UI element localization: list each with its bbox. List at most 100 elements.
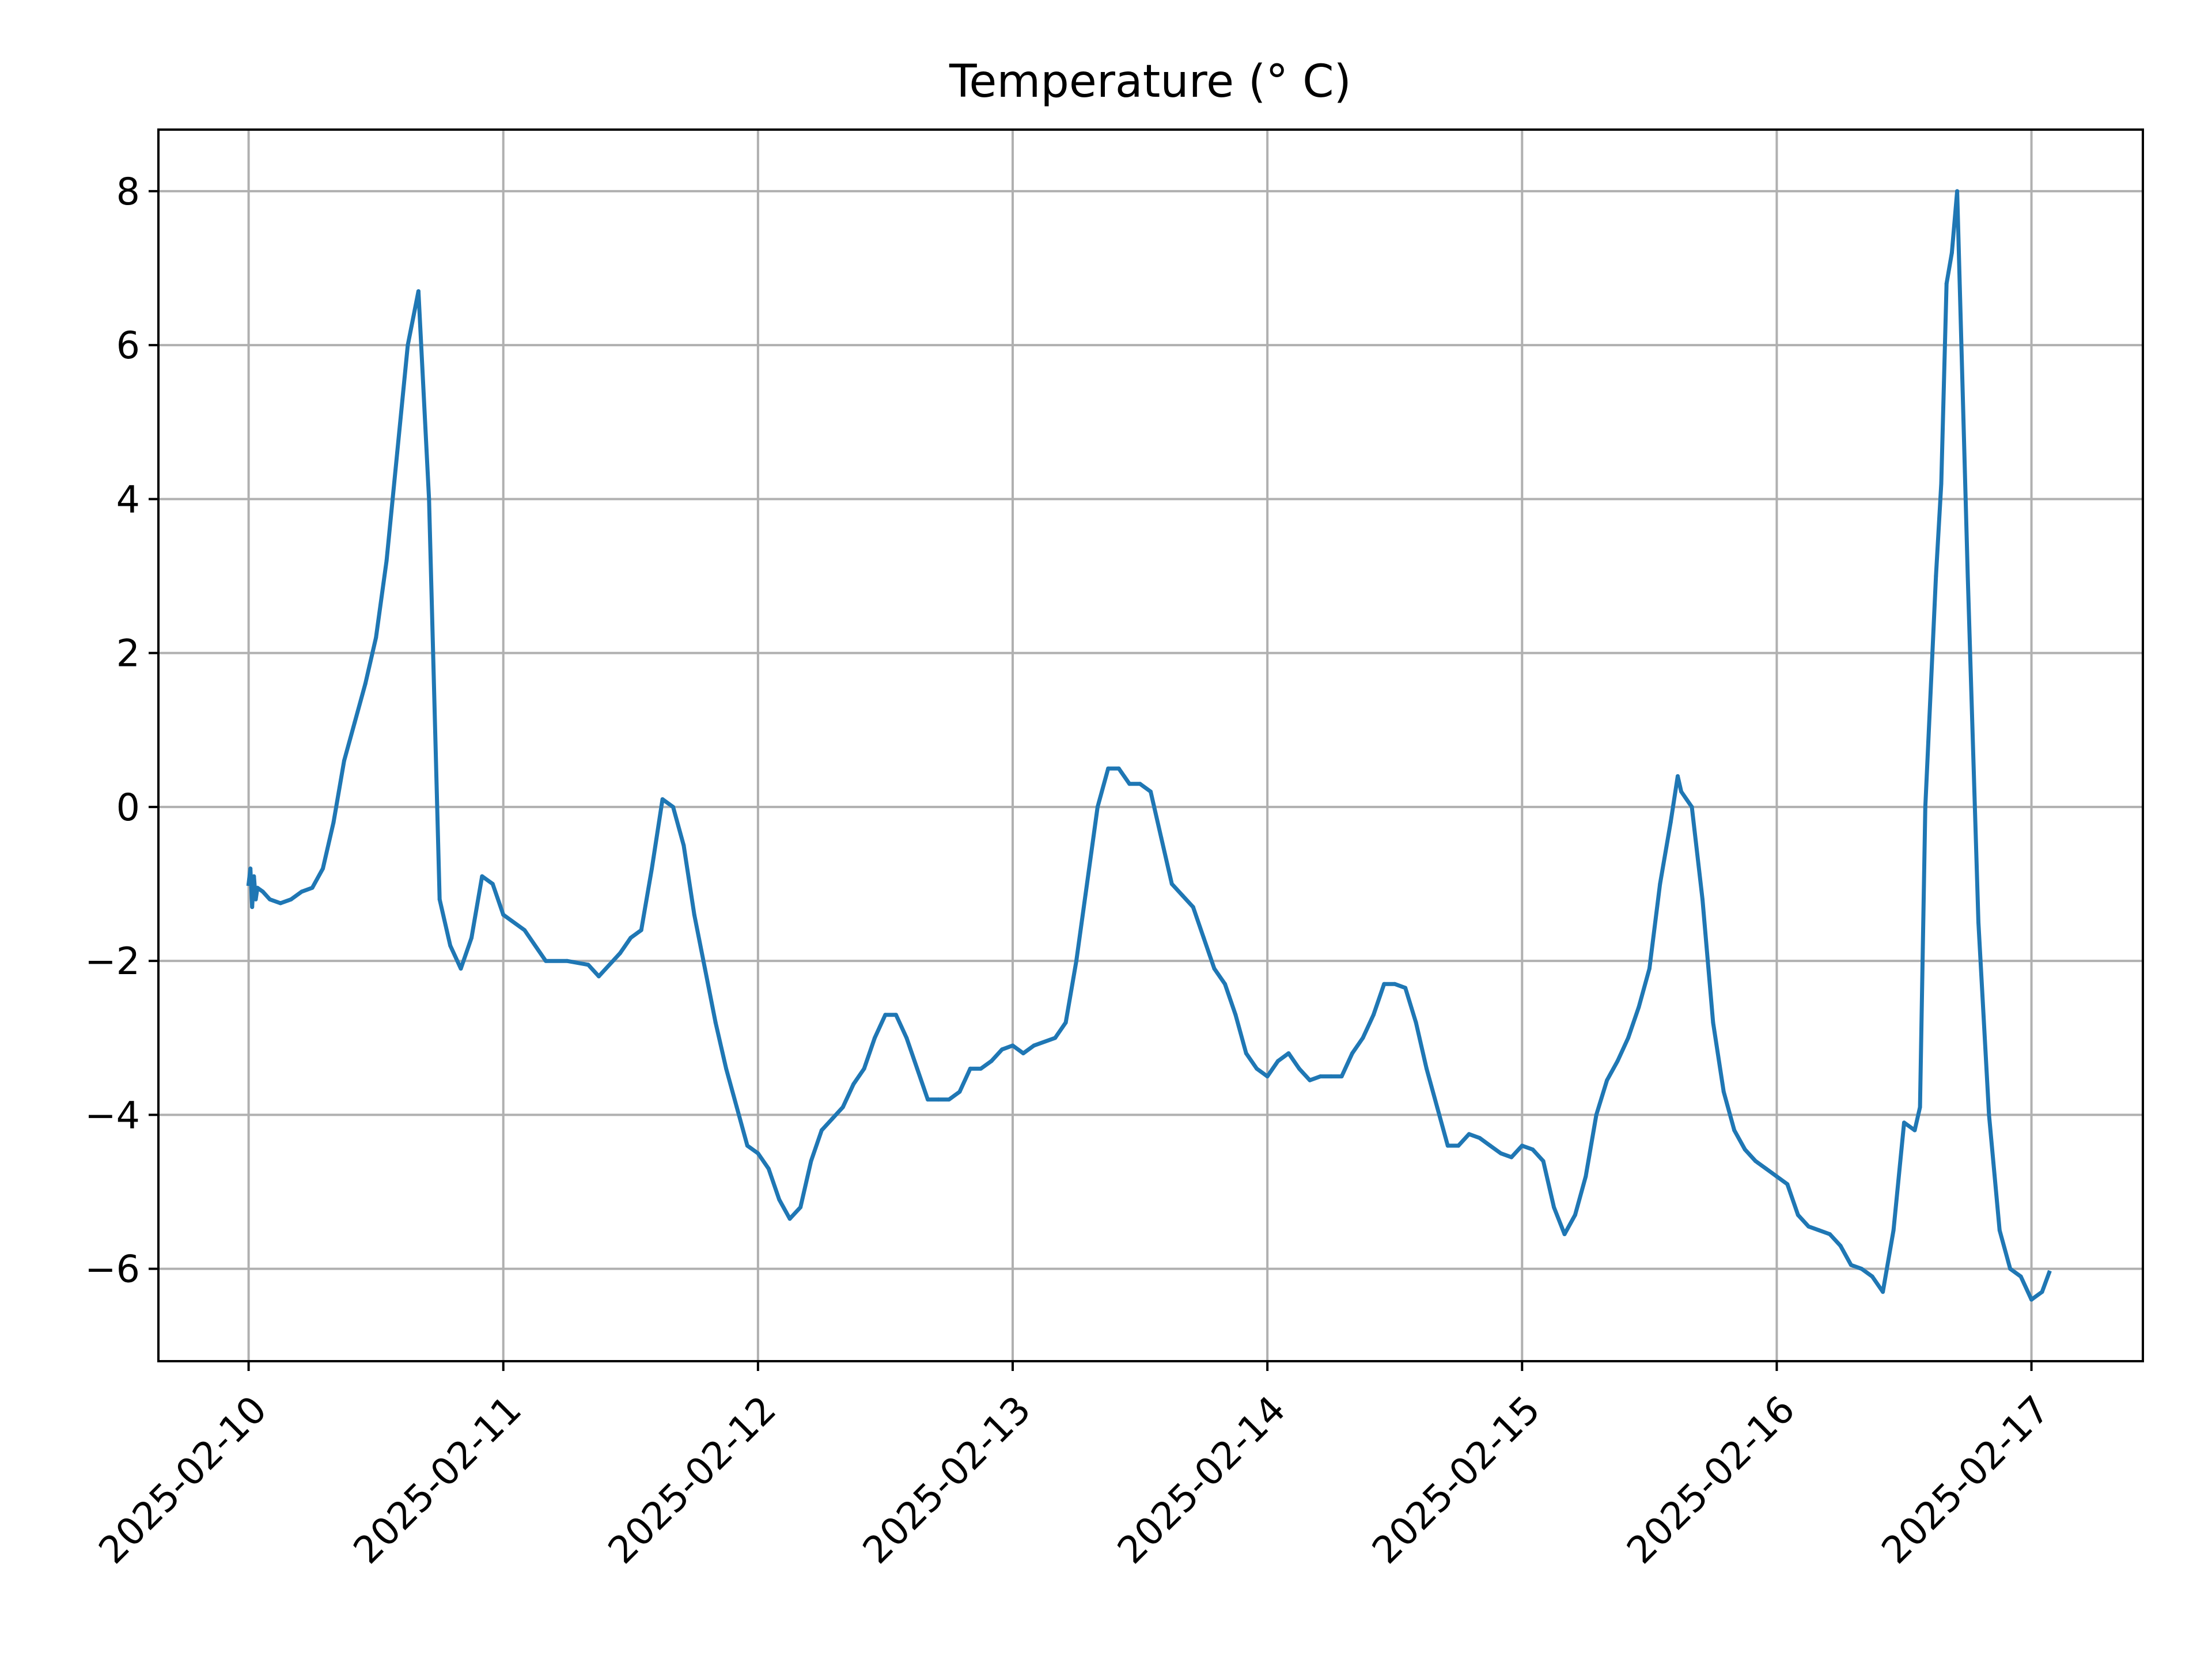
data-point — [1318, 1074, 1323, 1079]
data-point — [363, 681, 368, 686]
data-point — [1180, 893, 1185, 898]
data-point — [1361, 1036, 1365, 1040]
data-point — [713, 1020, 718, 1025]
data-point — [671, 805, 675, 809]
x-axis: 2025-02-10 2025-02-11 2025-02-12 2025-02-13… — [91, 1361, 2058, 1573]
data-point — [692, 912, 696, 917]
plot-frame — [157, 128, 2144, 1362]
data-point — [1223, 982, 1227, 986]
data-point — [501, 912, 506, 917]
data-point — [734, 1105, 739, 1109]
y-tick-label: −2 — [85, 940, 140, 983]
data-point — [543, 959, 548, 963]
data-point — [1690, 805, 1694, 809]
data-point — [260, 889, 265, 894]
data-point — [1944, 281, 1949, 286]
data-point — [883, 1013, 888, 1017]
data-point — [1531, 1147, 1535, 1152]
data-point — [255, 885, 260, 890]
data-point — [374, 635, 378, 640]
data-point — [1520, 1143, 1524, 1148]
data-point — [1149, 789, 1153, 794]
data-point — [660, 797, 665, 801]
data-point — [586, 963, 590, 967]
data-point — [1764, 1166, 1768, 1171]
data-point — [1021, 1051, 1025, 1055]
data-point — [1647, 967, 1652, 971]
data-point — [1955, 189, 1960, 194]
data-point — [1000, 1047, 1005, 1052]
data-point — [1445, 1143, 1450, 1148]
data-point — [1127, 782, 1132, 786]
x-tick-label: 2025-02-17 — [1874, 1388, 2058, 1572]
data-point — [406, 343, 410, 347]
data-point — [1488, 1143, 1493, 1148]
data-point — [278, 901, 283, 906]
data-point — [1456, 1143, 1461, 1148]
data-point — [1658, 882, 1662, 886]
data-point — [1414, 1020, 1418, 1025]
data-point — [851, 1082, 856, 1086]
data-point — [437, 897, 442, 902]
data-point — [1902, 1120, 1906, 1125]
data-point — [1392, 982, 1397, 986]
data-point — [321, 866, 325, 871]
data-point — [353, 720, 357, 725]
data-point — [1939, 482, 1944, 486]
data-point — [1774, 1174, 1779, 1179]
data-point — [1467, 1132, 1471, 1137]
data-point — [1785, 1182, 1790, 1187]
data-point — [1010, 1043, 1015, 1048]
series-layer — [246, 189, 2052, 1302]
data-point — [1949, 251, 1954, 255]
data-point — [1912, 1128, 1917, 1132]
y-tick-label: 8 — [116, 171, 140, 214]
data-point — [1350, 1051, 1354, 1055]
data-point — [1159, 835, 1164, 840]
data-point — [1637, 1005, 1641, 1009]
data-point — [384, 558, 389, 563]
data-point — [1138, 782, 1142, 786]
data-point — [1976, 920, 1980, 925]
grid-lines — [158, 130, 2143, 1361]
data-point — [1594, 1112, 1599, 1117]
y-tick-label: −4 — [85, 1094, 140, 1137]
data-point — [1817, 1228, 1821, 1233]
data-point — [1700, 897, 1705, 902]
x-tick-label: 2025-02-11 — [346, 1388, 530, 1572]
data-point — [2008, 1267, 2013, 1271]
data-point — [342, 759, 346, 763]
data-point — [1626, 1036, 1630, 1040]
data-point — [1711, 1020, 1715, 1025]
data-point — [979, 1066, 983, 1071]
data-point — [947, 1097, 951, 1102]
chart-title: Temperature (° C) — [949, 56, 1351, 108]
data-point — [777, 1197, 782, 1202]
series-line — [246, 189, 2052, 1302]
data-point — [1085, 882, 1089, 886]
data-point — [639, 928, 643, 933]
data-point — [1796, 1213, 1800, 1217]
y-tick-label: 2 — [116, 632, 140, 676]
data-point — [957, 1089, 962, 1094]
data-point — [597, 974, 601, 979]
data-point — [1573, 1213, 1577, 1217]
data-point — [2040, 1290, 2044, 1294]
data-point — [1371, 1013, 1376, 1017]
data-point — [1552, 1205, 1556, 1210]
data-point — [480, 874, 484, 878]
data-point — [1032, 1043, 1036, 1048]
data-point — [1918, 1105, 1922, 1109]
data-point — [2018, 1274, 2023, 1279]
data-point — [1541, 1159, 1546, 1164]
data-point — [618, 951, 622, 956]
data-point — [968, 1066, 972, 1071]
data-point — [936, 1097, 941, 1102]
data-point — [1806, 1224, 1811, 1229]
data-point — [1934, 574, 1938, 578]
data-point — [1244, 1051, 1248, 1055]
data-point — [1403, 986, 1408, 990]
data-point — [1859, 1267, 1864, 1271]
data-point — [1191, 905, 1195, 910]
data-point — [300, 889, 304, 894]
